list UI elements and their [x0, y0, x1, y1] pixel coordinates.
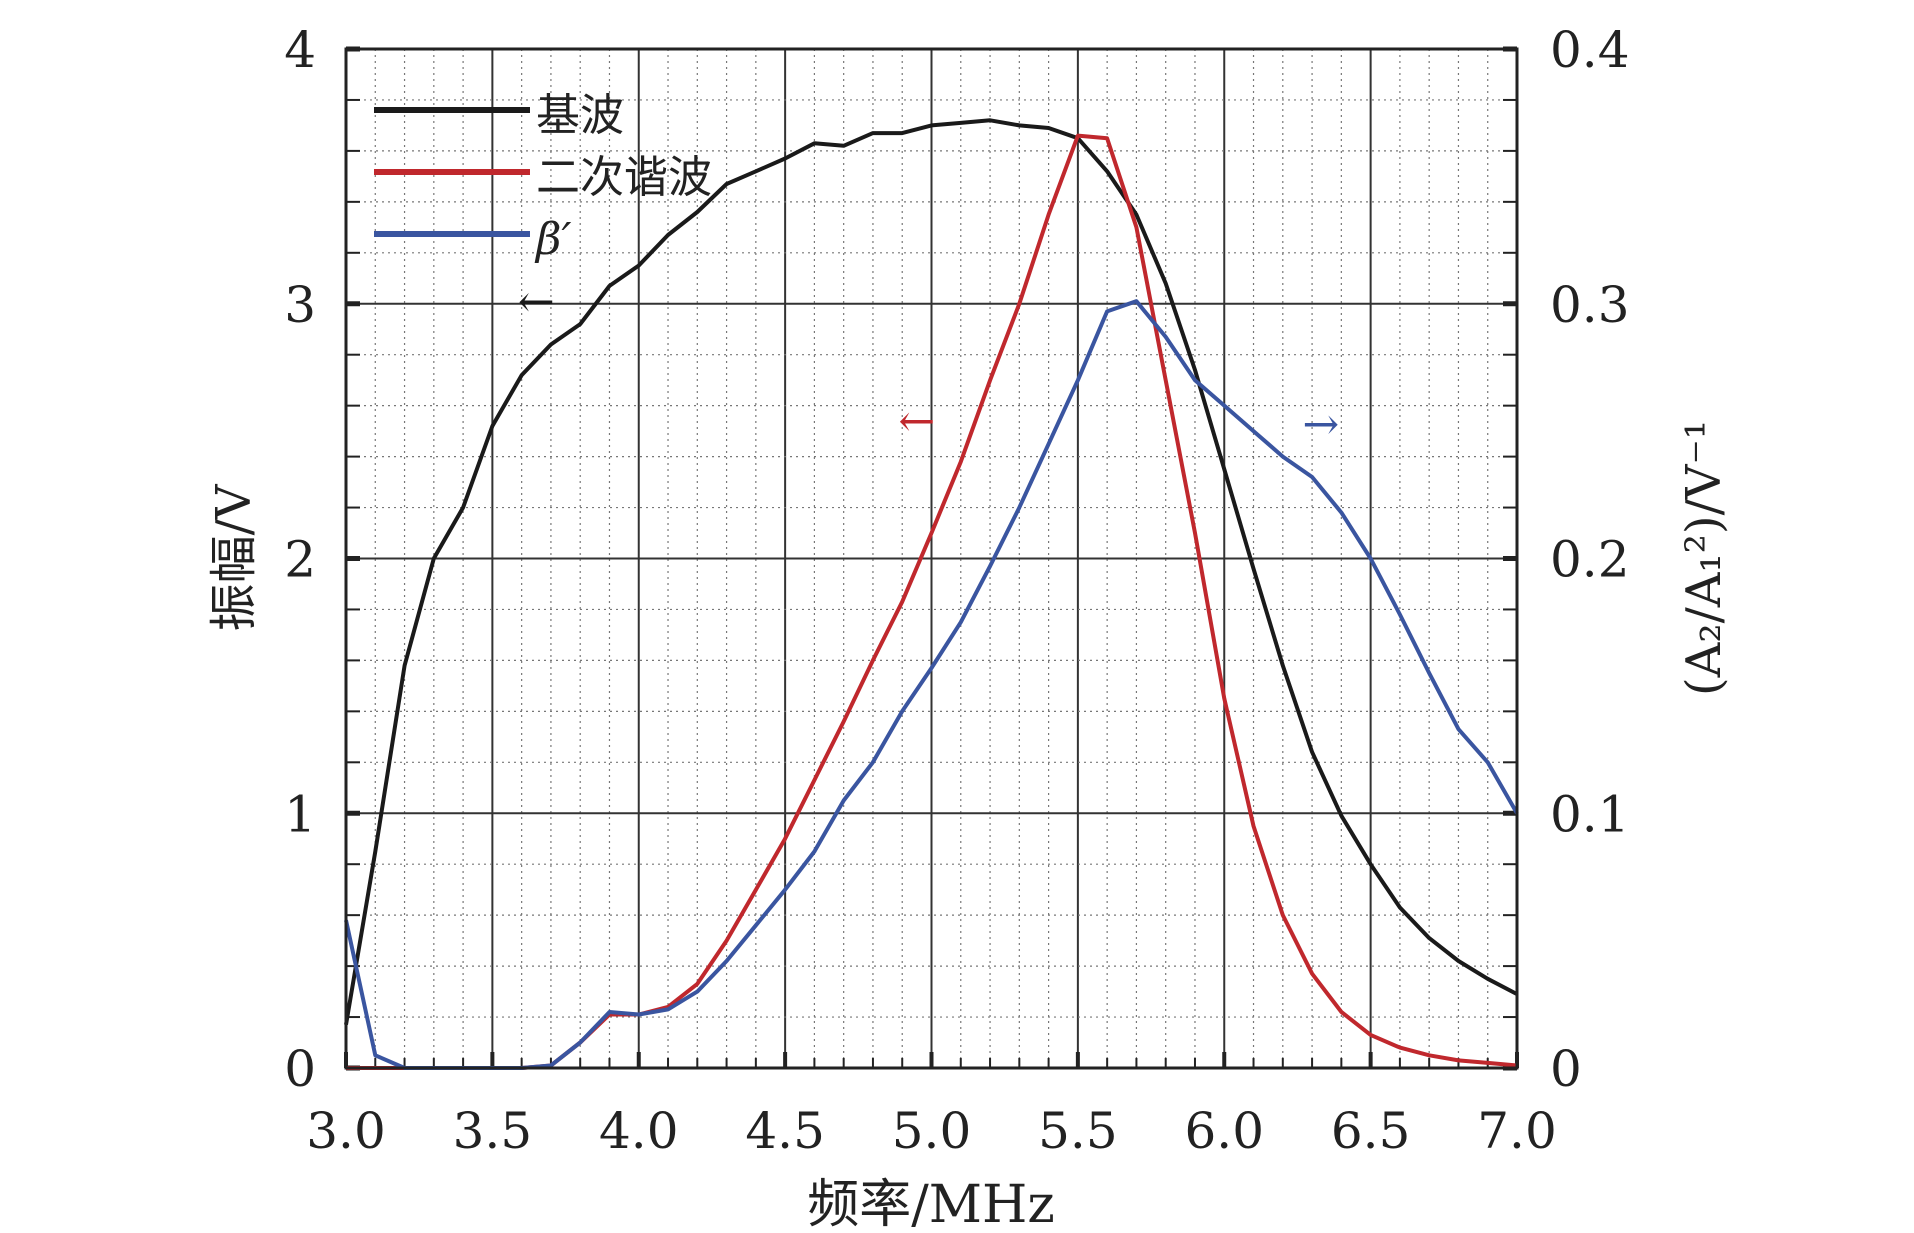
x-tick-label: 5.0 [892, 1102, 972, 1160]
x-tick-label: 6.0 [1184, 1102, 1264, 1160]
series-line-fundamental [344, 118, 1518, 1026]
y-tick-label: 1 [284, 785, 316, 843]
y-tick-label: 4 [284, 21, 316, 79]
legend-label: 基波 [536, 90, 624, 141]
tick-labels: 3.0 3.5 4.0 4.5 5.0 5.5 6.0 6.5 7.00123400.10.20… [284, 21, 1629, 1160]
y2-tick-label: 0.3 [1550, 276, 1630, 334]
x-tick-label: 6.5 [1331, 1102, 1411, 1160]
x-tick-label: 3.0 [306, 1102, 386, 1160]
direction-arrow: → [1302, 399, 1339, 450]
direction-arrow: ← [898, 396, 935, 447]
y2-axis-label: (A₂/A₁²)/V⁻¹ [1676, 420, 1732, 696]
direction-arrow: ← [518, 276, 555, 327]
y2-tick-label: 0.2 [1550, 531, 1630, 589]
series-lines [344, 118, 1519, 1070]
y2-tick-label: 0 [1550, 1040, 1582, 1098]
x-tick-label: 4.0 [599, 1102, 679, 1160]
y2-tick-label: 0.1 [1550, 785, 1630, 843]
x-tick-label: 3.5 [453, 1102, 533, 1160]
y-tick-label: 3 [284, 276, 316, 334]
y-tick-label: 0 [284, 1040, 316, 1098]
legend-label: 二次谐波 [536, 152, 712, 203]
annotations: ← ← → [518, 276, 1339, 449]
y2-tick-label: 0.4 [1550, 21, 1630, 79]
grid [344, 46, 1519, 1071]
series-line-beta [344, 299, 1519, 1070]
x-axis-label: 频率/MHz [807, 1175, 1055, 1233]
legend-label: β′ [534, 214, 571, 265]
x-tick-label: 4.5 [745, 1102, 825, 1160]
y-tick-label: 2 [284, 531, 316, 589]
plot-frame [344, 47, 1519, 1070]
x-tick-label: 5.5 [1038, 1102, 1118, 1160]
y-axis-label: 振幅/V [206, 483, 262, 631]
x-tick-label: 7.0 [1477, 1102, 1557, 1160]
